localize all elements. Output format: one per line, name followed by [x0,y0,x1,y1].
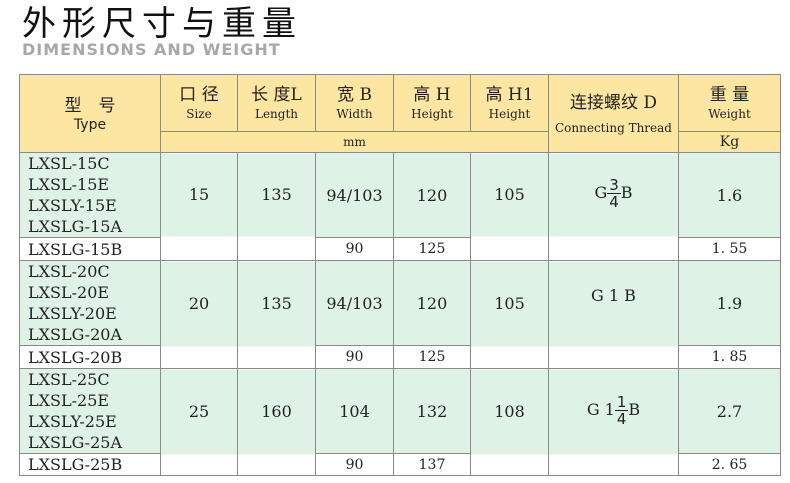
table-row: LXSL-25C LXSL-25E LXSLY-25E LXSLG-25A 25 16… [19,368,781,476]
header-length: 长 度L Length [237,74,316,132]
height-cell: 137 [393,453,471,476]
weight-cell: 2. 65 [678,453,781,476]
height1-cell: 105 [470,152,549,261]
width-cell: 94/103 [315,260,394,346]
height1-cell: 105 [470,260,549,369]
width-cell: 104 [315,368,394,454]
width-cell: 90 [315,453,394,476]
weight-cell: 1.9 [678,260,781,346]
model-list: LXSL-15C LXSL-15E LXSLY-15E LXSLG-15A [19,152,161,238]
model-b: LXSLG-25B [19,453,161,476]
model-list: LXSL-20C LXSL-20E LXSLY-20E LXSLG-20A [19,260,161,346]
table-row: LXSLG-15B 90 125 1. 55 [19,237,781,261]
thread-cell: G 1 B [548,260,679,369]
length-cell: 160 [237,368,316,476]
width-cell: 90 [315,237,394,261]
unit-kg: Kg [678,131,781,153]
weight-cell: 1. 55 [678,237,781,261]
height-cell: 125 [393,345,471,369]
table-row: LXSL-15C LXSL-15E LXSLY-15E LXSLG-15A 15 13… [19,152,781,261]
height-cell: 120 [393,260,471,346]
weight-cell: 1. 85 [678,345,781,369]
table-row: LXSL-20C LXSL-20E LXSLY-20E LXSLG-20A 20 13… [19,260,781,369]
page-title: 外形尺寸与重量 [22,4,302,44]
page-subtitle: DIMENSIONS AND WEIGHT [22,40,281,59]
height1-cell: 108 [470,368,549,476]
size-cell: 25 [160,368,238,476]
header-type: 型 号 Type [19,74,161,153]
table-row: LXSLG-25B 90 137 2. 65 [19,453,781,476]
weight-cell: 2.7 [678,368,781,454]
header-thread: 连接螺纹 D Connecting Thread [548,74,679,153]
model-b: LXSLG-15B [19,237,161,261]
model-b: LXSLG-20B [19,345,161,369]
height-cell: 132 [393,368,471,454]
height-cell: 125 [393,237,471,261]
header-size: 口 径 Size [160,74,238,132]
size-cell: 15 [160,152,238,261]
width-cell: 94/103 [315,152,394,238]
unit-mm: mm [160,131,549,153]
height-cell: 120 [393,152,471,238]
width-cell: 90 [315,345,394,369]
header-height: 高 H Height [393,74,471,132]
model-list: LXSL-25C LXSL-25E LXSLY-25E LXSLG-25A [19,368,161,454]
weight-cell: 1.6 [678,152,781,238]
length-cell: 135 [237,152,316,261]
header-weight: 重 量 Weight [678,74,781,132]
size-cell: 20 [160,260,238,369]
header-width: 宽 B Width [315,74,394,132]
length-cell: 135 [237,260,316,369]
header-height1: 高 H1 Height [470,74,549,132]
